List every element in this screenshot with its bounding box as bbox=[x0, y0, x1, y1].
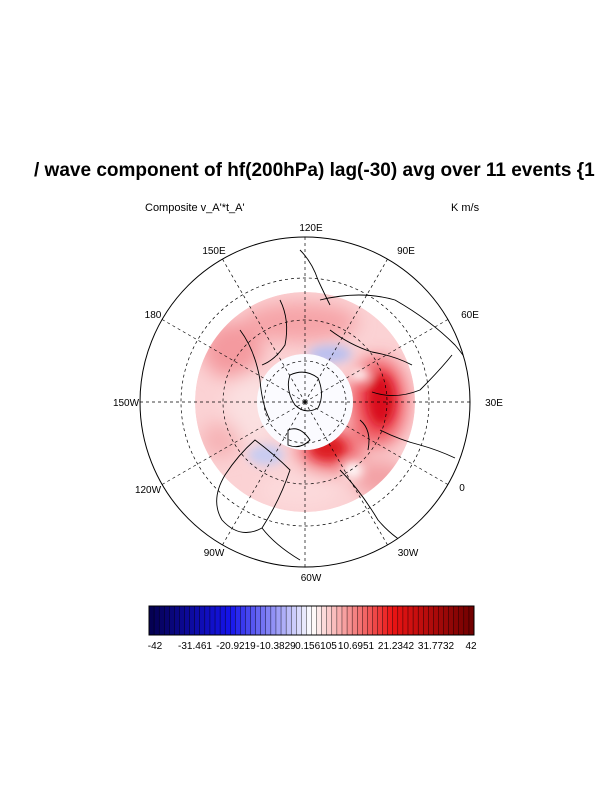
cbar-label-6: 21.2342 bbox=[377, 641, 415, 652]
lon-label-30e: 30E bbox=[485, 398, 503, 409]
colorbar-cell bbox=[169, 605, 175, 636]
cbar-label-2: -20.9219 bbox=[216, 641, 256, 652]
colorbar-cell bbox=[265, 605, 272, 636]
map-border bbox=[139, 236, 471, 568]
lon-label-120w: 120W bbox=[135, 485, 162, 496]
colorbar-cell bbox=[158, 605, 165, 636]
lon-label-90w: 90W bbox=[204, 548, 225, 559]
colorbar-cell bbox=[453, 605, 460, 636]
colorbar-cell bbox=[153, 605, 160, 636]
cbar-label-8: 42 bbox=[465, 641, 477, 652]
colorbar-cell bbox=[270, 605, 277, 636]
plot-title: / wave component of hf(200hPa) lag(-30) … bbox=[34, 160, 595, 181]
colorbar-cell bbox=[336, 605, 343, 636]
lon-label-0: 0 bbox=[459, 483, 465, 494]
colorbar-cell bbox=[367, 605, 373, 636]
colorbar-cell bbox=[260, 605, 267, 636]
longitude-labels: 120E 90E 60E 30E 0 30W 60W 90W 120W 150W… bbox=[113, 223, 503, 584]
colorbar-cell bbox=[306, 605, 313, 636]
lon-label-150e: 150E bbox=[202, 246, 226, 257]
colorbar-cell bbox=[387, 605, 394, 636]
colorbar-cell bbox=[326, 605, 333, 636]
lon-label-180: 180 bbox=[145, 310, 162, 321]
colorbar-cell bbox=[245, 605, 252, 636]
colorbar-cell bbox=[164, 605, 170, 636]
colorbar-cell bbox=[219, 605, 226, 636]
lon-label-150w: 150W bbox=[113, 398, 140, 409]
colorbar-cell bbox=[296, 605, 302, 636]
cbar-label-5: 10.6951 bbox=[337, 641, 375, 652]
colorbar-cell bbox=[255, 605, 262, 636]
colorbar-cell bbox=[280, 605, 287, 636]
colorbar-cell bbox=[316, 605, 323, 636]
colorbar-cell bbox=[346, 605, 353, 636]
colorbar-cell bbox=[341, 605, 348, 636]
graticule bbox=[140, 237, 470, 567]
right-string: K m/s bbox=[451, 202, 480, 214]
colorbar-cell bbox=[438, 605, 445, 636]
colorbar-cell bbox=[468, 605, 475, 636]
colorbar-cell bbox=[372, 605, 379, 636]
lon-label-120e: 120E bbox=[299, 223, 323, 234]
colorbar-cell bbox=[392, 605, 399, 636]
lon-label-90e: 90E bbox=[397, 246, 415, 257]
colorbar-cell bbox=[331, 605, 338, 636]
colorbar-cell bbox=[250, 605, 257, 636]
colorbar-cell bbox=[397, 605, 404, 636]
colorbar-cell bbox=[377, 605, 384, 636]
left-string: Composite v_A'*t_A' bbox=[145, 202, 245, 214]
colorbar-cell bbox=[174, 605, 180, 636]
colorbar-cell bbox=[275, 605, 282, 636]
colorbar-cell bbox=[199, 605, 206, 636]
cbar-label-7: 31.7732 bbox=[417, 641, 455, 652]
colorbar-cell bbox=[301, 605, 307, 636]
colorbar-cell bbox=[448, 605, 455, 636]
colorbar-cell bbox=[423, 605, 429, 636]
colorbar-cell bbox=[458, 605, 465, 636]
colorbar-cell bbox=[351, 605, 358, 636]
cbar-label-4: 0.156105 bbox=[295, 641, 337, 652]
colorbar-cell bbox=[235, 605, 241, 636]
lon-label-60w: 60W bbox=[301, 573, 322, 584]
colorbar-cell bbox=[428, 605, 434, 636]
colorbar-cell bbox=[194, 605, 201, 636]
colorbar-cell bbox=[407, 605, 414, 636]
colorbar-cell bbox=[412, 605, 419, 636]
colorbar-cell bbox=[204, 605, 211, 636]
colorbar-cell bbox=[184, 605, 191, 636]
colorbar-cell bbox=[362, 605, 368, 636]
colorbar-cell bbox=[433, 605, 439, 636]
colorbar bbox=[148, 605, 475, 636]
colorbar-cell bbox=[240, 605, 246, 636]
lon-label-30w: 30W bbox=[398, 548, 419, 559]
colorbar-cell bbox=[417, 605, 424, 636]
colorbar-cell bbox=[402, 605, 409, 636]
colorbar-cell bbox=[285, 605, 292, 636]
colorbar-cell bbox=[209, 605, 216, 636]
colorbar-cell bbox=[357, 605, 363, 636]
colorbar-cell bbox=[224, 605, 231, 636]
colorbar-cell bbox=[463, 605, 470, 636]
colorbar-cell bbox=[179, 605, 186, 636]
colorbar-cell bbox=[311, 605, 318, 636]
colorbar-cell bbox=[148, 605, 155, 636]
colorbar-cell bbox=[443, 605, 450, 636]
colorbar-cell bbox=[230, 605, 236, 636]
colorbar-cell bbox=[382, 605, 389, 636]
colorbar-cell bbox=[189, 605, 196, 636]
colorbar-border bbox=[148, 605, 475, 636]
colorbar-cell bbox=[290, 605, 297, 636]
colorbar-cell bbox=[321, 605, 328, 636]
cbar-label-1: -31.461 bbox=[178, 641, 212, 652]
lon-label-60e: 60E bbox=[461, 310, 479, 321]
cbar-label-3: -10.3829 bbox=[256, 641, 296, 652]
cbar-label-0: -42 bbox=[147, 641, 163, 652]
colorbar-cell bbox=[214, 605, 221, 636]
